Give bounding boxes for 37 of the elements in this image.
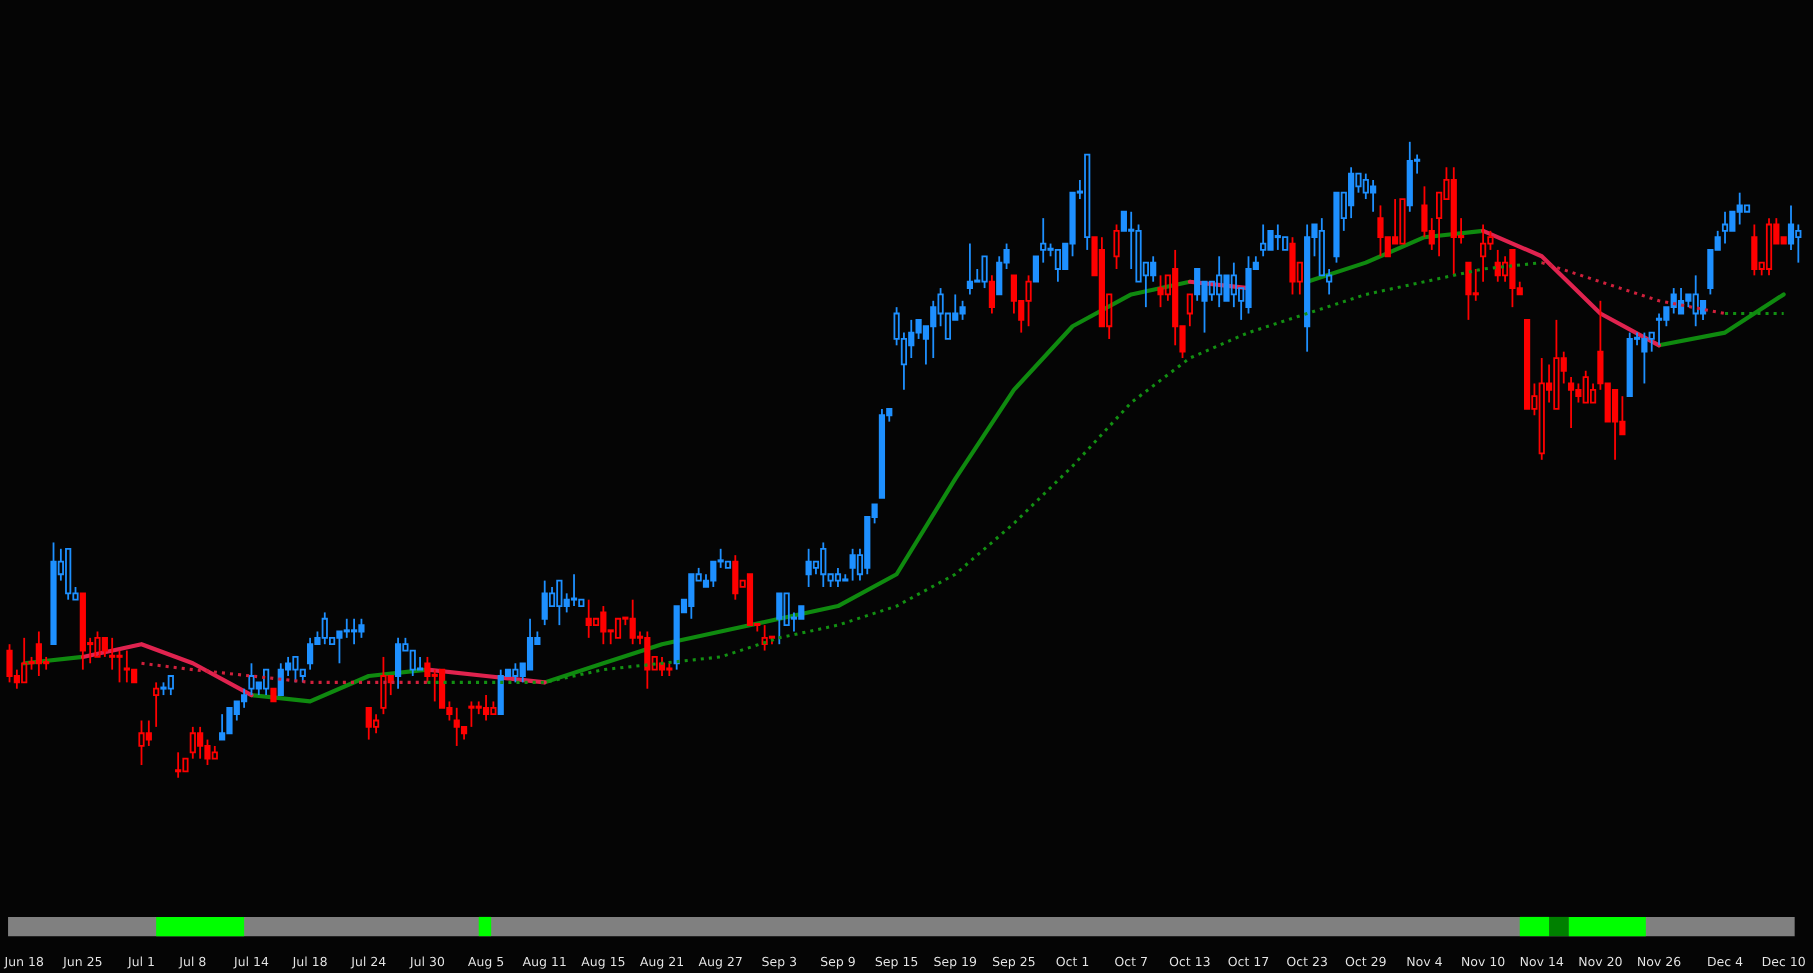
x-tick-label: Dec 10 bbox=[1762, 956, 1805, 967]
x-tick-label: Nov 14 bbox=[1520, 956, 1564, 967]
x-tick-label: Aug 15 bbox=[581, 956, 625, 969]
x-tick-label: Sep 9 bbox=[821, 956, 855, 969]
x-tick-label: Aug 27 bbox=[698, 956, 742, 969]
x-tick-label: Jun 25 bbox=[62, 956, 102, 969]
candlestick bbox=[153, 681, 160, 728]
x-tick-label: Oct 29 bbox=[1345, 956, 1386, 967]
x-tick-label: Jul 30 bbox=[409, 956, 445, 969]
candlestick bbox=[988, 274, 996, 315]
x-tick-label: Nov 10 bbox=[1462, 956, 1505, 967]
x-tick-label: Oct 17 bbox=[1228, 956, 1269, 967]
candlestick bbox=[732, 554, 739, 601]
x-tick-label: Aug 21 bbox=[639, 956, 683, 969]
candlestick bbox=[1751, 223, 1758, 277]
x-tick-label: Jul 8 bbox=[178, 956, 206, 969]
x-tick-label: Oct 13 bbox=[1169, 956, 1210, 967]
x-tick-label: Aug 5 bbox=[467, 956, 504, 969]
x-tick-label: Sep 19 bbox=[934, 956, 977, 969]
x-tick-label: Sep 3 bbox=[762, 956, 797, 969]
candlestick bbox=[1597, 299, 1604, 391]
x-tick-label: Oct 1 bbox=[1056, 956, 1089, 967]
x-tick-label: Jul 14 bbox=[233, 956, 269, 969]
x-tick-label: Nov 4 bbox=[1407, 956, 1442, 967]
x-tick-label: Jul 18 bbox=[291, 956, 327, 969]
x-tick-label: Jul 1 bbox=[127, 956, 154, 969]
x-tick-label: Nov 26 bbox=[1638, 956, 1681, 967]
x-tick-label: Nov 20 bbox=[1579, 956, 1622, 967]
x-tick-label: Sep 25 bbox=[993, 956, 1035, 969]
x-tick-label: Dec 4 bbox=[1708, 956, 1743, 967]
x-tick-label: Oct 7 bbox=[1115, 956, 1147, 967]
x-tick-label: Aug 11 bbox=[522, 956, 566, 969]
x-tick-label: Jun 18 bbox=[3, 956, 44, 969]
x-tick-label: Sep 15 bbox=[875, 956, 918, 969]
candlestick bbox=[468, 700, 475, 728]
x-tick-label: Jul 24 bbox=[350, 956, 386, 969]
x-tick-label: Oct 23 bbox=[1287, 956, 1327, 967]
